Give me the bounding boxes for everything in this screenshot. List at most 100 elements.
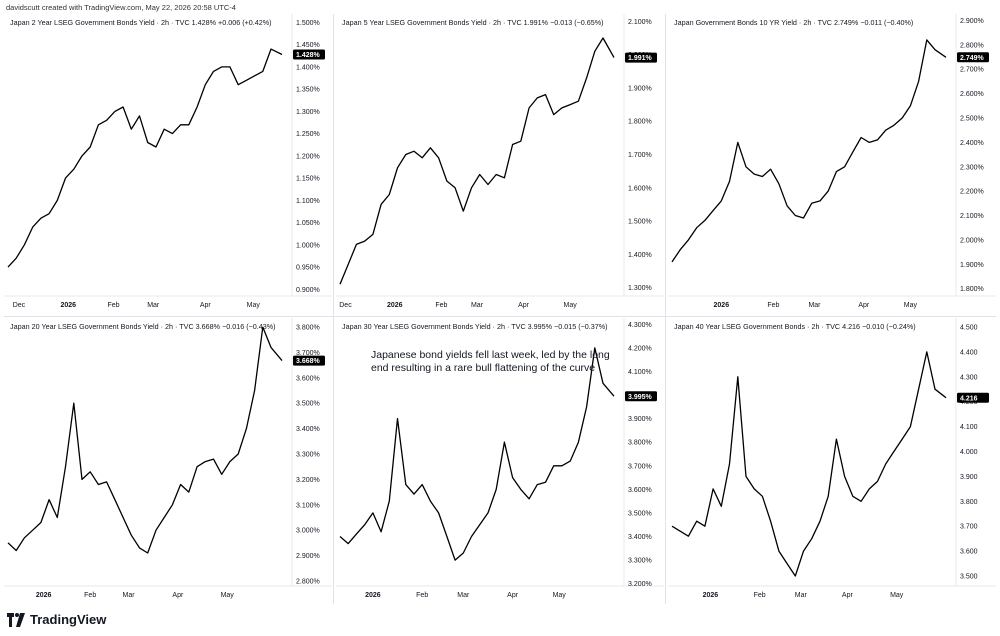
x-tick-label: Mar	[795, 592, 808, 599]
y-tick-label: 1.800%	[960, 286, 984, 293]
yield-series-line	[339, 347, 615, 561]
yield-series-line	[7, 48, 283, 268]
last-price-label: 1.428%	[296, 52, 321, 59]
x-tick-label: 2026	[714, 302, 730, 309]
x-tick-label: Mar	[808, 302, 821, 309]
y-tick-label: 3.400%	[296, 426, 320, 433]
tradingview-brand: TradingView	[30, 612, 107, 627]
y-tick-label: 2.200%	[960, 189, 984, 196]
y-tick-label: 1.500%	[296, 20, 320, 27]
y-tick-label: 2.800%	[296, 578, 320, 585]
y-tick-label: 3.900%	[628, 416, 652, 423]
y-tick-label: 2.500%	[960, 115, 984, 122]
y-tick-label: 1.800%	[628, 119, 652, 126]
x-tick-label: 2026	[365, 592, 381, 599]
y-tick-label: 3.100%	[296, 502, 320, 509]
x-tick-label: Feb	[767, 302, 779, 309]
x-tick-label: 2026	[60, 302, 76, 309]
chart-panel-4[interactable]: Japan 20 Year LSEG Government Bonds Yiel…	[4, 318, 332, 604]
y-tick-label: 3.700%	[628, 463, 652, 470]
y-tick-label: 1.250%	[296, 131, 320, 138]
x-tick-label: Dec	[13, 302, 26, 309]
y-tick-label: 1.400%	[628, 252, 652, 259]
y-tick-label: 1.450%	[296, 42, 320, 49]
panel-divider	[333, 14, 334, 604]
x-tick-label: Mar	[471, 302, 484, 309]
chart-panel-3[interactable]: Japan Government Bonds 10 YR Yield · 2h …	[668, 14, 996, 314]
y-tick-label: 2.300%	[960, 164, 984, 171]
x-tick-label: May	[221, 592, 235, 599]
yield-series-line	[671, 39, 947, 263]
chart-title: Japan 40 Year LSEG Government Bonds · 2h…	[674, 322, 916, 331]
y-tick-label: 0.950%	[296, 265, 320, 272]
x-tick-label: 2026	[703, 592, 719, 599]
y-tick-label: 2.900%	[960, 18, 984, 25]
y-tick-label: 3.800%	[296, 325, 320, 332]
chart-panel-2[interactable]: Japan 5 Year LSEG Government Bonds Yield…	[336, 14, 664, 314]
x-tick-label: May	[564, 302, 578, 309]
last-price-label: 1.991%	[628, 55, 653, 62]
x-tick-label: May	[553, 592, 567, 599]
y-tick-label: 2.600%	[960, 91, 984, 98]
chart-title: Japan 20 Year LSEG Government Bonds Yiel…	[10, 322, 276, 331]
x-tick-label: Apr	[858, 302, 870, 309]
last-price-tag	[625, 391, 657, 402]
x-tick-label: May	[247, 302, 261, 309]
x-tick-label: Apr	[172, 592, 184, 599]
y-tick-label: 4.100%	[628, 369, 652, 376]
y-tick-label: 2.900%	[296, 553, 320, 560]
x-tick-label: Apr	[842, 592, 854, 599]
y-tick-label: 3.400%	[628, 534, 652, 541]
y-tick-label: 3.800	[960, 499, 978, 506]
y-tick-label: 4.200%	[628, 345, 652, 352]
chart-title: Japan 5 Year LSEG Government Bonds Yield…	[342, 18, 604, 27]
y-tick-label: 3.200%	[296, 477, 320, 484]
y-tick-label: 1.400%	[296, 64, 320, 71]
tradingview-footer: TradingView	[6, 612, 106, 627]
y-tick-label: 1.700%	[628, 152, 652, 159]
y-tick-label: 4.300	[960, 374, 978, 381]
x-tick-label: Feb	[84, 592, 96, 599]
y-tick-label: 1.300%	[296, 109, 320, 116]
chart-panel-1[interactable]: Japan 2 Year LSEG Government Bonds Yield…	[4, 14, 332, 314]
y-tick-label: 3.200%	[628, 581, 652, 588]
y-tick-label: 4.300%	[628, 322, 652, 329]
x-tick-label: Apr	[507, 592, 519, 599]
y-tick-label: 1.600%	[628, 185, 652, 192]
y-tick-label: 4.000	[960, 449, 978, 456]
y-tick-label: 1.000%	[296, 242, 320, 249]
y-tick-label: 2.100%	[628, 19, 652, 26]
yield-series-line	[7, 326, 283, 554]
y-tick-label: 3.500%	[628, 510, 652, 517]
y-tick-label: 4.500	[960, 324, 978, 331]
last-price-tag	[293, 355, 325, 366]
x-tick-label: 2026	[387, 302, 403, 309]
chart-svg: 2.900% 2.800% 2.700% 2.600% 2.500% 2.400% 2.30…	[668, 14, 996, 309]
yield-series-line	[339, 37, 615, 285]
y-tick-label: 1.900%	[628, 85, 652, 92]
chart-title: Japan 30 Year LSEG Government Bonds Yiel…	[342, 322, 608, 331]
last-price-label: 3.995%	[628, 394, 653, 401]
x-tick-label: Apr	[518, 302, 530, 309]
y-tick-label: 2.100%	[960, 213, 984, 220]
panel-divider	[4, 316, 996, 317]
y-tick-label: 3.300%	[628, 558, 652, 565]
last-price-label: 3.668%	[296, 358, 321, 365]
y-tick-label: 3.000%	[296, 528, 320, 535]
chart-annotation: Japanese bond yields fell last week, led…	[371, 349, 610, 375]
x-tick-label: May	[890, 592, 904, 599]
y-tick-label: 3.700	[960, 524, 978, 531]
y-tick-label: 4.400	[960, 349, 978, 356]
panel-divider	[665, 14, 666, 604]
chart-svg: 2.100%2.000%1.900%1.800%1.700%1.600%1.50…	[336, 14, 664, 309]
chart-svg: 1.500% 1.450% 1.400% 1.350% 1.300% 1.250% 1.20…	[4, 14, 332, 309]
y-tick-label: 2.000%	[960, 237, 984, 244]
chart-panel-5[interactable]: Japan 30 Year LSEG Government Bonds Yiel…	[336, 318, 664, 604]
yield-series-line	[671, 351, 947, 577]
y-tick-label: 3.900	[960, 474, 978, 481]
y-tick-label: 1.500%	[628, 219, 652, 226]
y-tick-label: 3.600%	[628, 487, 652, 494]
y-tick-label: 1.150%	[296, 176, 320, 183]
y-tick-label: 2.700%	[960, 67, 984, 74]
chart-panel-6[interactable]: Japan 40 Year LSEG Government Bonds · 2h…	[668, 318, 996, 604]
